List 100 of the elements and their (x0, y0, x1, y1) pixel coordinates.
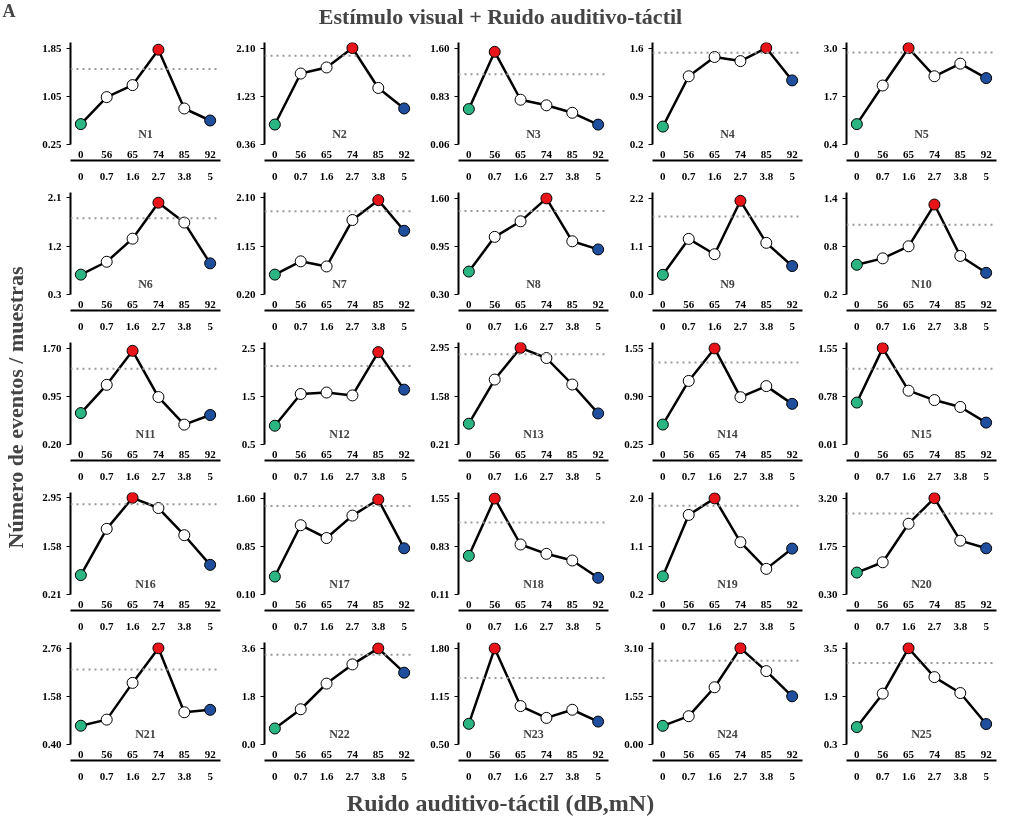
point (734, 536, 747, 549)
point (876, 252, 889, 265)
x-tick-label: 2.7 (927, 619, 942, 632)
point (320, 677, 333, 690)
y-tick-label: 1.05 (42, 90, 62, 102)
text: 56 (877, 747, 889, 760)
text: A (2, 0, 16, 21)
x-tick-label: 5 (207, 769, 214, 782)
x-tick-label: 2.7 (927, 769, 942, 782)
annotation: N6 (138, 276, 153, 291)
x-tick-label: 0 (466, 169, 473, 182)
x-tick-label: 0 (466, 319, 473, 332)
annotation: N21 (135, 726, 156, 741)
point (178, 102, 191, 115)
text: 65 (709, 597, 721, 610)
annotation: N13 (523, 426, 544, 441)
point (462, 103, 475, 116)
point (488, 230, 501, 243)
y-tick-label: 0.50 (430, 738, 450, 750)
point (488, 45, 501, 58)
text: 65 (709, 147, 721, 160)
point (74, 569, 87, 582)
y-tick-label: 0.20 (236, 288, 256, 300)
x-tick-label: 1.6 (707, 769, 722, 782)
text: 74 (346, 147, 359, 160)
annotation: N4 (720, 126, 735, 141)
x-tick-label: 2.7 (345, 169, 360, 182)
text: 92 (398, 297, 411, 310)
x-tick-label: 0.7 (875, 319, 891, 332)
point (100, 713, 113, 726)
text: 0 (660, 747, 667, 760)
point (126, 344, 139, 357)
point (74, 719, 87, 732)
point (566, 703, 579, 716)
point (178, 529, 191, 542)
point (708, 492, 721, 505)
text: 74 (928, 597, 941, 610)
text: 74 (152, 747, 165, 760)
x-tick-label: 0.7 (487, 319, 503, 332)
x-tick-label: 2.7 (733, 319, 748, 332)
x-tick-label: 1.6 (513, 469, 528, 482)
y-tick-label: 0.2 (629, 138, 644, 150)
x-tick-label: 0 (466, 469, 473, 482)
point (100, 91, 113, 104)
point (656, 570, 669, 583)
point (204, 703, 217, 716)
point (488, 492, 501, 505)
point (592, 715, 605, 728)
x-tick-label: 2.7 (151, 319, 166, 332)
point (656, 418, 669, 431)
annotation: N8 (526, 276, 541, 291)
x-tick-label: 5 (983, 319, 990, 332)
point (786, 690, 799, 703)
point (656, 719, 669, 732)
y-tick-label: 1.7 (823, 89, 838, 102)
point (928, 394, 941, 407)
x-tick-label: 1.6 (513, 619, 528, 632)
x-tick-label: 0.7 (99, 169, 115, 182)
text: 85 (566, 147, 579, 160)
y-tick-label: 2.1 (47, 191, 62, 204)
text: 0 (466, 597, 473, 610)
y-tick-label: 0.78 (818, 389, 838, 402)
x-tick-label: 0 (660, 769, 667, 782)
point (540, 547, 553, 560)
y-tick-label: 2.0 (629, 491, 644, 504)
x-tick-label: 2.7 (151, 169, 166, 182)
x-tick-label: 1.6 (901, 469, 916, 482)
annotation: N1 (138, 126, 153, 141)
point (540, 192, 553, 205)
y-tick-label: 2.95 (42, 491, 62, 504)
text: 65 (321, 147, 333, 160)
text: 56 (877, 597, 889, 610)
y-tick-label: 0.00 (624, 738, 644, 750)
y-tick-label: 1.55 (818, 341, 838, 354)
point (462, 417, 475, 430)
x-tick-label: 0 (854, 769, 861, 782)
y-tick-label: 0.21 (430, 438, 450, 450)
x-tick-label: 2.7 (151, 619, 166, 632)
text: Ruido auditivo-táctil (dB,mN) (346, 789, 655, 816)
annotation: N9 (720, 276, 735, 291)
text: 92 (980, 597, 993, 610)
text: 0 (660, 297, 667, 310)
point (204, 558, 217, 571)
y-tick-label: 0.2 (629, 588, 644, 600)
point (850, 258, 863, 271)
point (462, 549, 475, 562)
x-tick-label: 5 (207, 169, 214, 182)
text: 0 (78, 297, 85, 310)
text: 0 (854, 147, 861, 160)
x-tick-label: 0 (78, 319, 85, 332)
text: 56 (683, 447, 695, 460)
x-tick-label: 0 (78, 469, 85, 482)
x-tick-label: 0.7 (99, 319, 115, 332)
text: 85 (372, 147, 385, 160)
text: 65 (903, 447, 915, 460)
y-tick-label: 1.55 (624, 689, 644, 702)
x-tick-label: 5 (401, 769, 408, 782)
y-tick-label: 0.11 (430, 588, 450, 600)
text: 92 (980, 747, 993, 760)
text: 74 (540, 747, 553, 760)
